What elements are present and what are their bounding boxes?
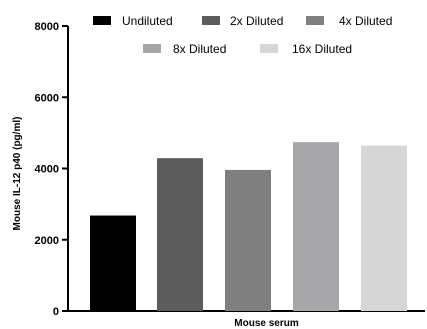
y-tick-label: 8000 (35, 21, 59, 33)
bar-5 (361, 145, 407, 311)
y-tick-label: 4000 (35, 164, 59, 176)
legend-swatch-1 (93, 16, 111, 25)
legend-label-3: 4x Diluted (339, 14, 392, 28)
legend-swatch-5 (260, 44, 278, 53)
y-axis-title: Mouse IL-12 p40 (pg/ml) (12, 117, 23, 231)
bar-3 (225, 169, 271, 311)
bar-2 (157, 158, 203, 311)
y-tick-label: 0 (53, 306, 59, 318)
legend-label-4: 8x Diluted (173, 42, 226, 56)
bar-4 (293, 142, 339, 311)
legend-label-1: Undiluted (122, 14, 173, 28)
bars (90, 142, 407, 311)
legend-swatch-4 (143, 44, 161, 53)
bar-1 (90, 215, 136, 311)
x-axis-title: Mouse serum (234, 318, 299, 329)
legend-swatch-3 (306, 16, 324, 25)
y-tick-label: 2000 (35, 235, 59, 247)
y-tick-label: 6000 (35, 92, 59, 104)
legend-swatch-2 (202, 16, 220, 25)
legend-label-5: 16x Diluted (292, 42, 352, 56)
legend-label-2: 2x Diluted (230, 14, 283, 28)
y-ticks: 0 2000 4000 6000 8000 (35, 21, 68, 318)
legend: Undiluted 2x Diluted 4x Diluted 8x Diluted 1… (93, 14, 392, 56)
